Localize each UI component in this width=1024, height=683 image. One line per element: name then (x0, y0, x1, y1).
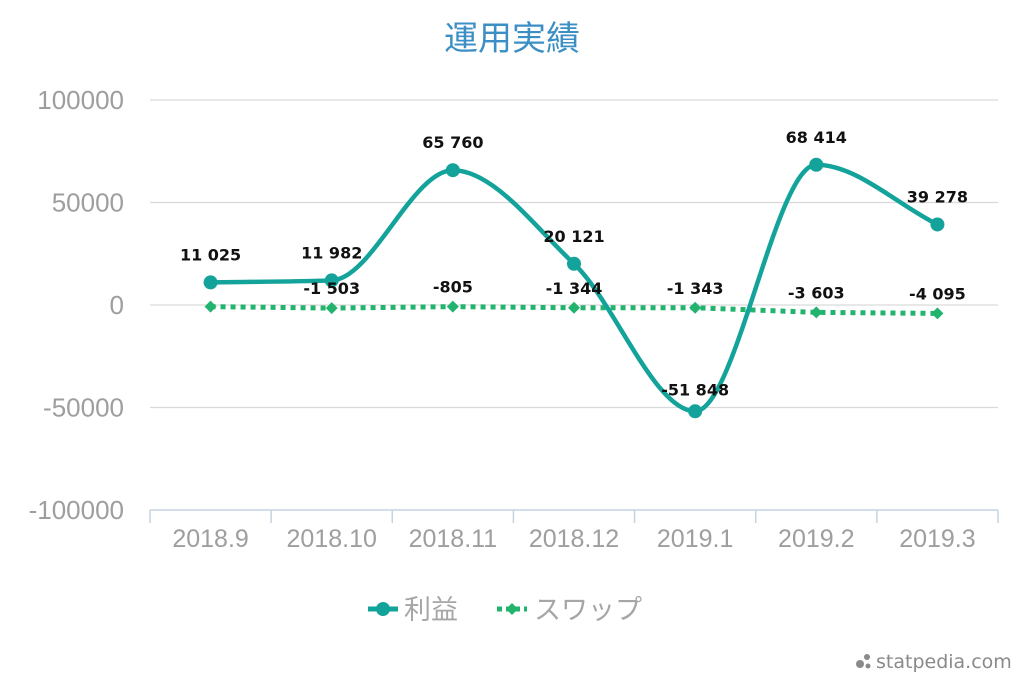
data-label: 11 982 (301, 243, 362, 262)
x-tick-label: 2019.1 (657, 525, 733, 553)
data-label: 20 121 (543, 227, 604, 246)
series-line-profit (210, 162, 939, 414)
data-point-swap (568, 301, 580, 314)
data-point-swap (689, 301, 702, 314)
data-label: -1 344 (546, 279, 603, 298)
data-point-swap (931, 307, 944, 320)
data-label: 65 760 (422, 133, 483, 152)
data-point-profit (567, 256, 581, 271)
data-point-profit (324, 273, 339, 288)
x-tick-label: 2018.11 (409, 525, 498, 553)
data-label: -3 603 (788, 283, 845, 302)
data-point-profit (930, 217, 945, 232)
data-point-profit (688, 404, 703, 419)
y-tick-label: -100000 (29, 495, 124, 525)
data-label: 68 414 (786, 128, 847, 147)
x-tick-label: 2019.3 (899, 525, 975, 553)
legend-marker-swap (506, 603, 518, 615)
x-tick-label: 2018.12 (529, 525, 619, 553)
x-tick-label: 2018.9 (172, 525, 248, 553)
gridlines (150, 99, 998, 409)
x-tick-label: 2018.10 (287, 525, 377, 553)
chart-title: 運用実績 (444, 19, 580, 59)
data-point-swap (325, 302, 338, 315)
data-label: 39 278 (907, 187, 968, 206)
legend: 利益 スワップ (368, 595, 642, 626)
data-label: -51 848 (661, 380, 729, 399)
x-tick-label: 2019.2 (778, 525, 854, 553)
data-point-profit (445, 163, 460, 178)
data-point-profit (203, 275, 218, 290)
series-group (203, 157, 945, 419)
y-axis: 100000 50000 0 -50000 -100000 (29, 85, 124, 525)
watermark: statpedia.com (856, 651, 1012, 673)
data-point-swap (204, 300, 217, 313)
data-label: -1 343 (667, 279, 724, 298)
data-point-swap (446, 300, 459, 313)
legend-label-profit: 利益 (404, 595, 458, 626)
data-label: -4 095 (909, 284, 966, 303)
y-tick-label: 100000 (37, 85, 124, 115)
y-tick-label: 50000 (52, 188, 124, 218)
legend-marker-profit (376, 602, 390, 616)
x-axis: 2018.9 2018.10 2018.11 2018.12 2019.1 2019.2 2… (149, 509, 999, 553)
watermark-text: statpedia.com (876, 651, 1012, 673)
watermark-dot-icon (865, 663, 871, 669)
data-label: -805 (433, 278, 473, 297)
data-label: -1 503 (303, 279, 360, 298)
data-point-swap (810, 306, 823, 319)
data-point-profit (809, 157, 824, 172)
watermark-dot-icon (864, 654, 870, 660)
y-tick-label: 0 (110, 290, 124, 320)
watermark-dot-icon (856, 660, 864, 668)
y-tick-label: -50000 (43, 393, 124, 423)
data-label: 11 025 (180, 245, 241, 264)
legend-label-swap: スワップ (534, 595, 642, 626)
data-labels: -1 503 -805 -1 344 -1 343 -3 603 -4 095 11 025… (180, 128, 968, 400)
